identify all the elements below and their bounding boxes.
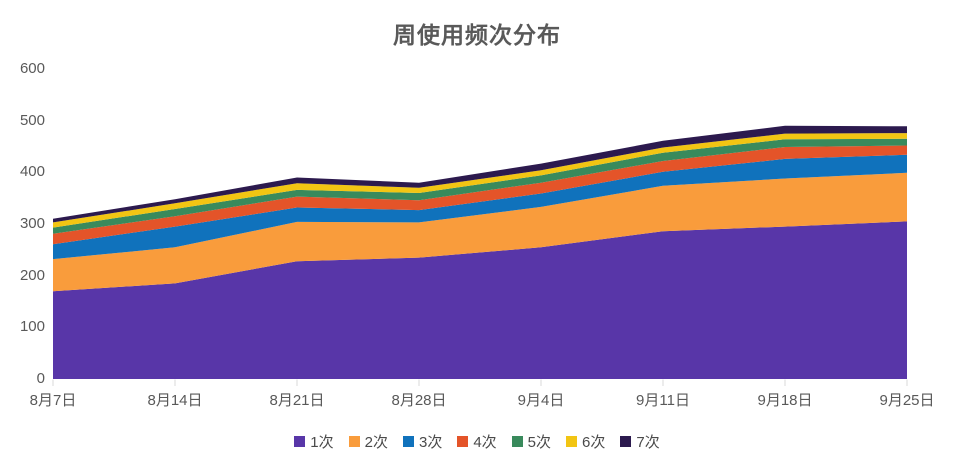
legend-label: 5次 (527, 434, 552, 451)
legend-label: 1次 (310, 434, 334, 451)
legend-swatch-icon (402, 436, 414, 447)
x-axis-label-7: 9月18日 (757, 392, 813, 409)
legend-label: 2次 (364, 434, 388, 451)
y-axis-label-300: 300 (19, 215, 45, 232)
legend: 1次 2次 3次 4次 5次 6次 7次 (0, 431, 954, 452)
x-axis-label-1: 8月7日 (29, 392, 77, 409)
legend-item-5[interactable]: 5次 (511, 431, 552, 452)
legend-swatch-icon (294, 436, 306, 447)
legend-label: 3次 (418, 434, 443, 451)
x-axis-label-2: 8月14日 (147, 392, 203, 409)
y-axis-label-600: 600 (19, 60, 45, 77)
legend-item-3[interactable]: 3次 (402, 431, 443, 452)
legend-swatch-icon (457, 436, 469, 447)
legend-label: 7次 (636, 434, 660, 451)
series-area-6 (53, 133, 907, 228)
y-axis-label-500: 500 (19, 111, 45, 129)
y-axis-label-200: 200 (19, 266, 45, 284)
legend-item-1[interactable]: 1次 (294, 431, 334, 452)
x-axis-label-8: 9月25日 (879, 392, 935, 409)
legend-label: 4次 (473, 434, 497, 451)
x-axis-label-3: 8月21日 (269, 392, 325, 409)
legend-item-7[interactable]: 7次 (620, 431, 660, 452)
series-area-5 (53, 138, 907, 234)
legend-label: 6次 (582, 434, 606, 451)
legend-swatch-icon (348, 436, 360, 447)
series-area-4 (53, 145, 907, 245)
y-axis-label-400: 400 (19, 163, 45, 181)
legend-item-4[interactable]: 4次 (457, 431, 497, 452)
legend-swatch-icon (511, 436, 523, 447)
x-axis-label-4: 8月28日 (391, 392, 447, 409)
x-axis-label-6: 9月11日 (636, 392, 690, 409)
series-area-3 (53, 154, 907, 260)
series-area-2 (53, 172, 907, 292)
legend-item-2[interactable]: 2次 (348, 431, 388, 452)
y-axis-label-100: 100 (19, 318, 45, 336)
x-axis-label-5: 9月4日 (517, 392, 565, 409)
series-area-1 (53, 221, 907, 379)
legend-swatch-icon (566, 436, 578, 447)
legend-swatch-icon (620, 436, 632, 447)
y-axis-label-0: 0 (36, 370, 45, 387)
legend-item-6[interactable]: 6次 (566, 431, 605, 452)
chart-title: 周使用频次分布 (393, 22, 561, 48)
series-area-7 (53, 125, 907, 223)
